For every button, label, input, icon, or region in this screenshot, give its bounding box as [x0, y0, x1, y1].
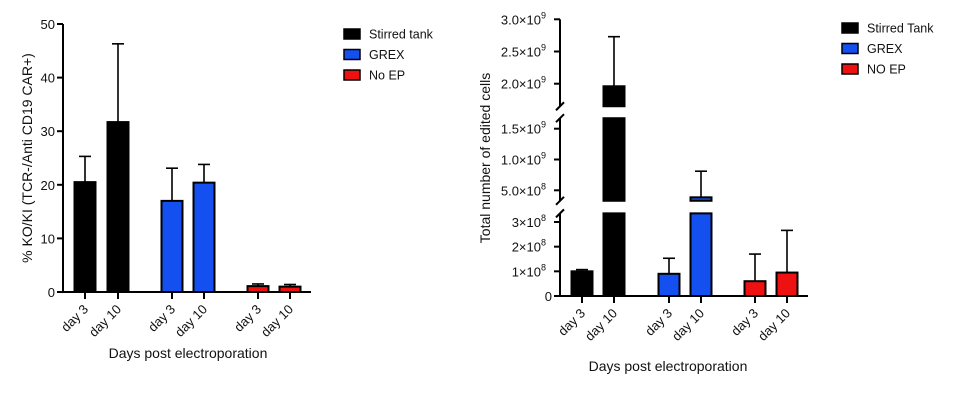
- bar: [689, 196, 713, 202]
- bar: [602, 212, 626, 297]
- bar: [657, 272, 681, 297]
- bar: [602, 117, 626, 202]
- axis-break-mark: [555, 196, 565, 206]
- y-tick-mantissa: 2×10: [512, 240, 541, 255]
- x-tick-label: day 10: [582, 306, 620, 344]
- bar: [106, 121, 130, 293]
- legend-label: Stirred tank: [369, 28, 434, 42]
- y-tick-mantissa: 10: [41, 231, 55, 246]
- y-tick-label: 0: [48, 285, 55, 300]
- legend-swatch: [343, 28, 361, 40]
- legend-swatch: [841, 42, 859, 55]
- bar: [73, 181, 97, 293]
- y-tick-mantissa: 0: [48, 285, 55, 300]
- y-tick-label: 2.0×109: [501, 75, 546, 92]
- edited-cells-chart: 01×1082×1083×1085.0×1081.0×1091.5×1092.0…: [477, 10, 934, 374]
- bar: [743, 280, 767, 298]
- legend-swatch: [343, 48, 361, 61]
- y-tick-mantissa: 20: [41, 178, 55, 193]
- legend-label: Stirred Tank: [867, 22, 934, 36]
- y-tick-mantissa: 5.0×10: [501, 183, 541, 198]
- y-tick-label: 3.0×109: [501, 10, 546, 27]
- bar: [689, 212, 713, 297]
- y-tick-mantissa: 1.0×10: [501, 153, 541, 168]
- y-tick-exponent: 9: [541, 151, 546, 161]
- y-tick-label: 0: [545, 289, 552, 304]
- y-tick-exponent: 8: [541, 238, 546, 248]
- x-tick-label: day 10: [172, 302, 210, 340]
- x-tick-label: day 10: [755, 306, 793, 344]
- y-tick-label: 5.0×108: [501, 181, 546, 198]
- y-tick-label: 30: [41, 124, 55, 139]
- y-tick-label: 1×108: [512, 262, 546, 279]
- y-tick-mantissa: 2.5×10: [501, 45, 541, 60]
- legend-label: GREX: [867, 42, 903, 56]
- y-tick-label: 1.5×109: [501, 120, 546, 137]
- y-tick-mantissa: 0: [545, 289, 552, 304]
- x-axis-title: Days post electroporation: [589, 358, 748, 374]
- legend-swatch: [841, 63, 859, 75]
- legend-swatch: [841, 22, 859, 34]
- y-axis-title: Total number of edited cells: [477, 73, 493, 243]
- y-tick-mantissa: 30: [41, 124, 55, 139]
- y-tick-label: 40: [41, 71, 55, 86]
- x-tick-label: day 10: [86, 302, 124, 340]
- y-tick-label: 2×108: [512, 238, 546, 255]
- y-tick-exponent: 9: [541, 75, 546, 85]
- y-tick-label: 50: [41, 17, 55, 32]
- y-tick-mantissa: 2.0×10: [501, 77, 541, 92]
- axis-break-mark: [555, 113, 565, 123]
- y-tick-label: 10: [41, 231, 55, 246]
- legend-label: No EP: [369, 69, 405, 83]
- y-tick-label: 20: [41, 178, 55, 193]
- y-tick-exponent: 8: [541, 262, 546, 272]
- x-tick-label: day 10: [258, 302, 296, 340]
- y-axis-title: % KO/KI (TCR-/Anti CD19 CAR+): [19, 53, 35, 263]
- y-tick-label: 3×108: [512, 213, 546, 230]
- bar: [160, 199, 184, 294]
- axis-break-mark: [555, 101, 565, 111]
- legend-label: GREX: [369, 48, 405, 62]
- y-tick-exponent: 9: [541, 43, 546, 53]
- axis-break-mark: [555, 208, 565, 219]
- bar: [570, 270, 594, 298]
- y-tick-mantissa: 3.0×10: [501, 12, 541, 27]
- bar: [602, 85, 626, 108]
- bar: [775, 271, 799, 298]
- y-tick-mantissa: 1.5×10: [501, 122, 541, 137]
- y-tick-mantissa: 40: [41, 71, 55, 86]
- y-tick-exponent: 8: [541, 213, 546, 223]
- x-axis-title: Days post electroporation: [109, 345, 268, 361]
- y-tick-mantissa: 50: [41, 17, 55, 32]
- y-tick-mantissa: 3×10: [512, 215, 541, 230]
- y-tick-label: 2.5×109: [501, 43, 546, 60]
- y-tick-label: 1.0×109: [501, 151, 546, 168]
- legend-label: NO EP: [867, 63, 906, 77]
- legend-swatch: [343, 69, 361, 81]
- x-tick-label: day 10: [669, 306, 707, 344]
- y-tick-mantissa: 1×10: [512, 264, 541, 279]
- y-tick-exponent: 9: [541, 10, 546, 20]
- y-tick-exponent: 9: [541, 120, 546, 130]
- bar: [192, 181, 216, 294]
- y-tick-exponent: 8: [541, 181, 546, 191]
